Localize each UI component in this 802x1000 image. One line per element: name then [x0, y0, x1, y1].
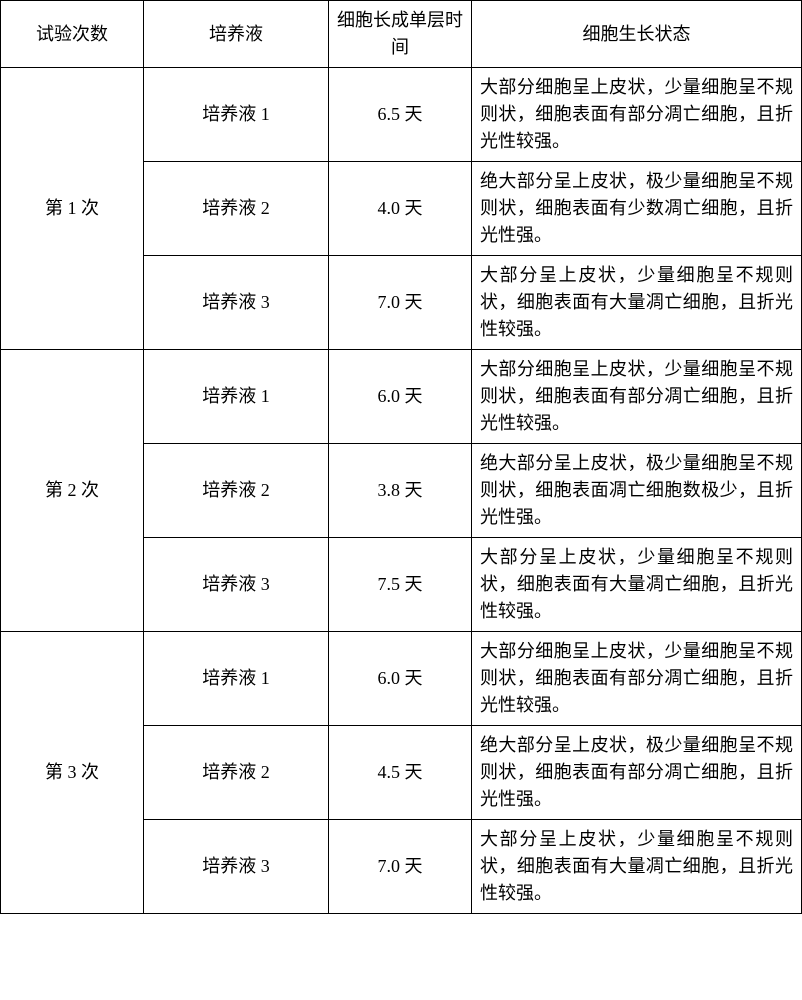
col-header-desc: 细胞生长状态 [472, 1, 802, 68]
cell-days: 4.5 天 [329, 726, 472, 820]
cell-medium: 培养液 1 [144, 350, 329, 444]
cell-days: 3.8 天 [329, 444, 472, 538]
cell-medium: 培养液 3 [144, 820, 329, 914]
col-header-medium: 培养液 [144, 1, 329, 68]
cell-medium: 培养液 2 [144, 444, 329, 538]
table-row: 第 2 次 培养液 1 6.0 天 大部分细胞呈上皮状，少量细胞呈不规则状，细胞… [1, 350, 802, 444]
table-row: 第 1 次 培养液 1 6.5 天 大部分细胞呈上皮状，少量细胞呈不规则状，细胞… [1, 68, 802, 162]
cell-medium: 培养液 1 [144, 632, 329, 726]
cell-medium: 培养液 1 [144, 68, 329, 162]
cell-medium: 培养液 2 [144, 726, 329, 820]
cell-days: 7.0 天 [329, 256, 472, 350]
cell-desc: 大部分细胞呈上皮状，少量细胞呈不规则状，细胞表面有部分凋亡细胞，且折光性较强。 [472, 632, 802, 726]
cell-desc: 大部分细胞呈上皮状，少量细胞呈不规则状，细胞表面有部分凋亡细胞，且折光性较强。 [472, 350, 802, 444]
cell-days: 6.0 天 [329, 632, 472, 726]
experiment-table-container: 试验次数 培养液 细胞长成单层时间 细胞生长状态 第 1 次 培养液 1 6.5… [0, 0, 802, 914]
cell-days: 4.0 天 [329, 162, 472, 256]
cell-desc: 大部分呈上皮状，少量细胞呈不规则状，细胞表面有大量凋亡细胞，且折光性较强。 [472, 256, 802, 350]
cell-medium: 培养液 3 [144, 256, 329, 350]
col-header-trial: 试验次数 [1, 1, 144, 68]
cell-trial-label: 第 1 次 [1, 68, 144, 350]
cell-days: 7.0 天 [329, 820, 472, 914]
cell-medium: 培养液 2 [144, 162, 329, 256]
experiment-table: 试验次数 培养液 细胞长成单层时间 细胞生长状态 第 1 次 培养液 1 6.5… [0, 0, 802, 914]
table-header-row: 试验次数 培养液 细胞长成单层时间 细胞生长状态 [1, 1, 802, 68]
col-header-days: 细胞长成单层时间 [329, 1, 472, 68]
cell-trial-label: 第 3 次 [1, 632, 144, 914]
cell-desc: 绝大部分呈上皮状，极少量细胞呈不规则状，细胞表面有部分凋亡细胞，且折光性强。 [472, 726, 802, 820]
table-row: 第 3 次 培养液 1 6.0 天 大部分细胞呈上皮状，少量细胞呈不规则状，细胞… [1, 632, 802, 726]
cell-medium: 培养液 3 [144, 538, 329, 632]
cell-desc: 绝大部分呈上皮状，极少量细胞呈不规则状，细胞表面有少数凋亡细胞，且折光性强。 [472, 162, 802, 256]
cell-desc: 大部分细胞呈上皮状，少量细胞呈不规则状，细胞表面有部分凋亡细胞，且折光性较强。 [472, 68, 802, 162]
cell-days: 6.0 天 [329, 350, 472, 444]
cell-desc: 大部分呈上皮状，少量细胞呈不规则状，细胞表面有大量凋亡细胞，且折光性较强。 [472, 538, 802, 632]
cell-days: 7.5 天 [329, 538, 472, 632]
cell-desc: 大部分呈上皮状，少量细胞呈不规则状，细胞表面有大量凋亡细胞，且折光性较强。 [472, 820, 802, 914]
cell-desc: 绝大部分呈上皮状，极少量细胞呈不规则状，细胞表面凋亡细胞数极少，且折光性强。 [472, 444, 802, 538]
cell-days: 6.5 天 [329, 68, 472, 162]
cell-trial-label: 第 2 次 [1, 350, 144, 632]
